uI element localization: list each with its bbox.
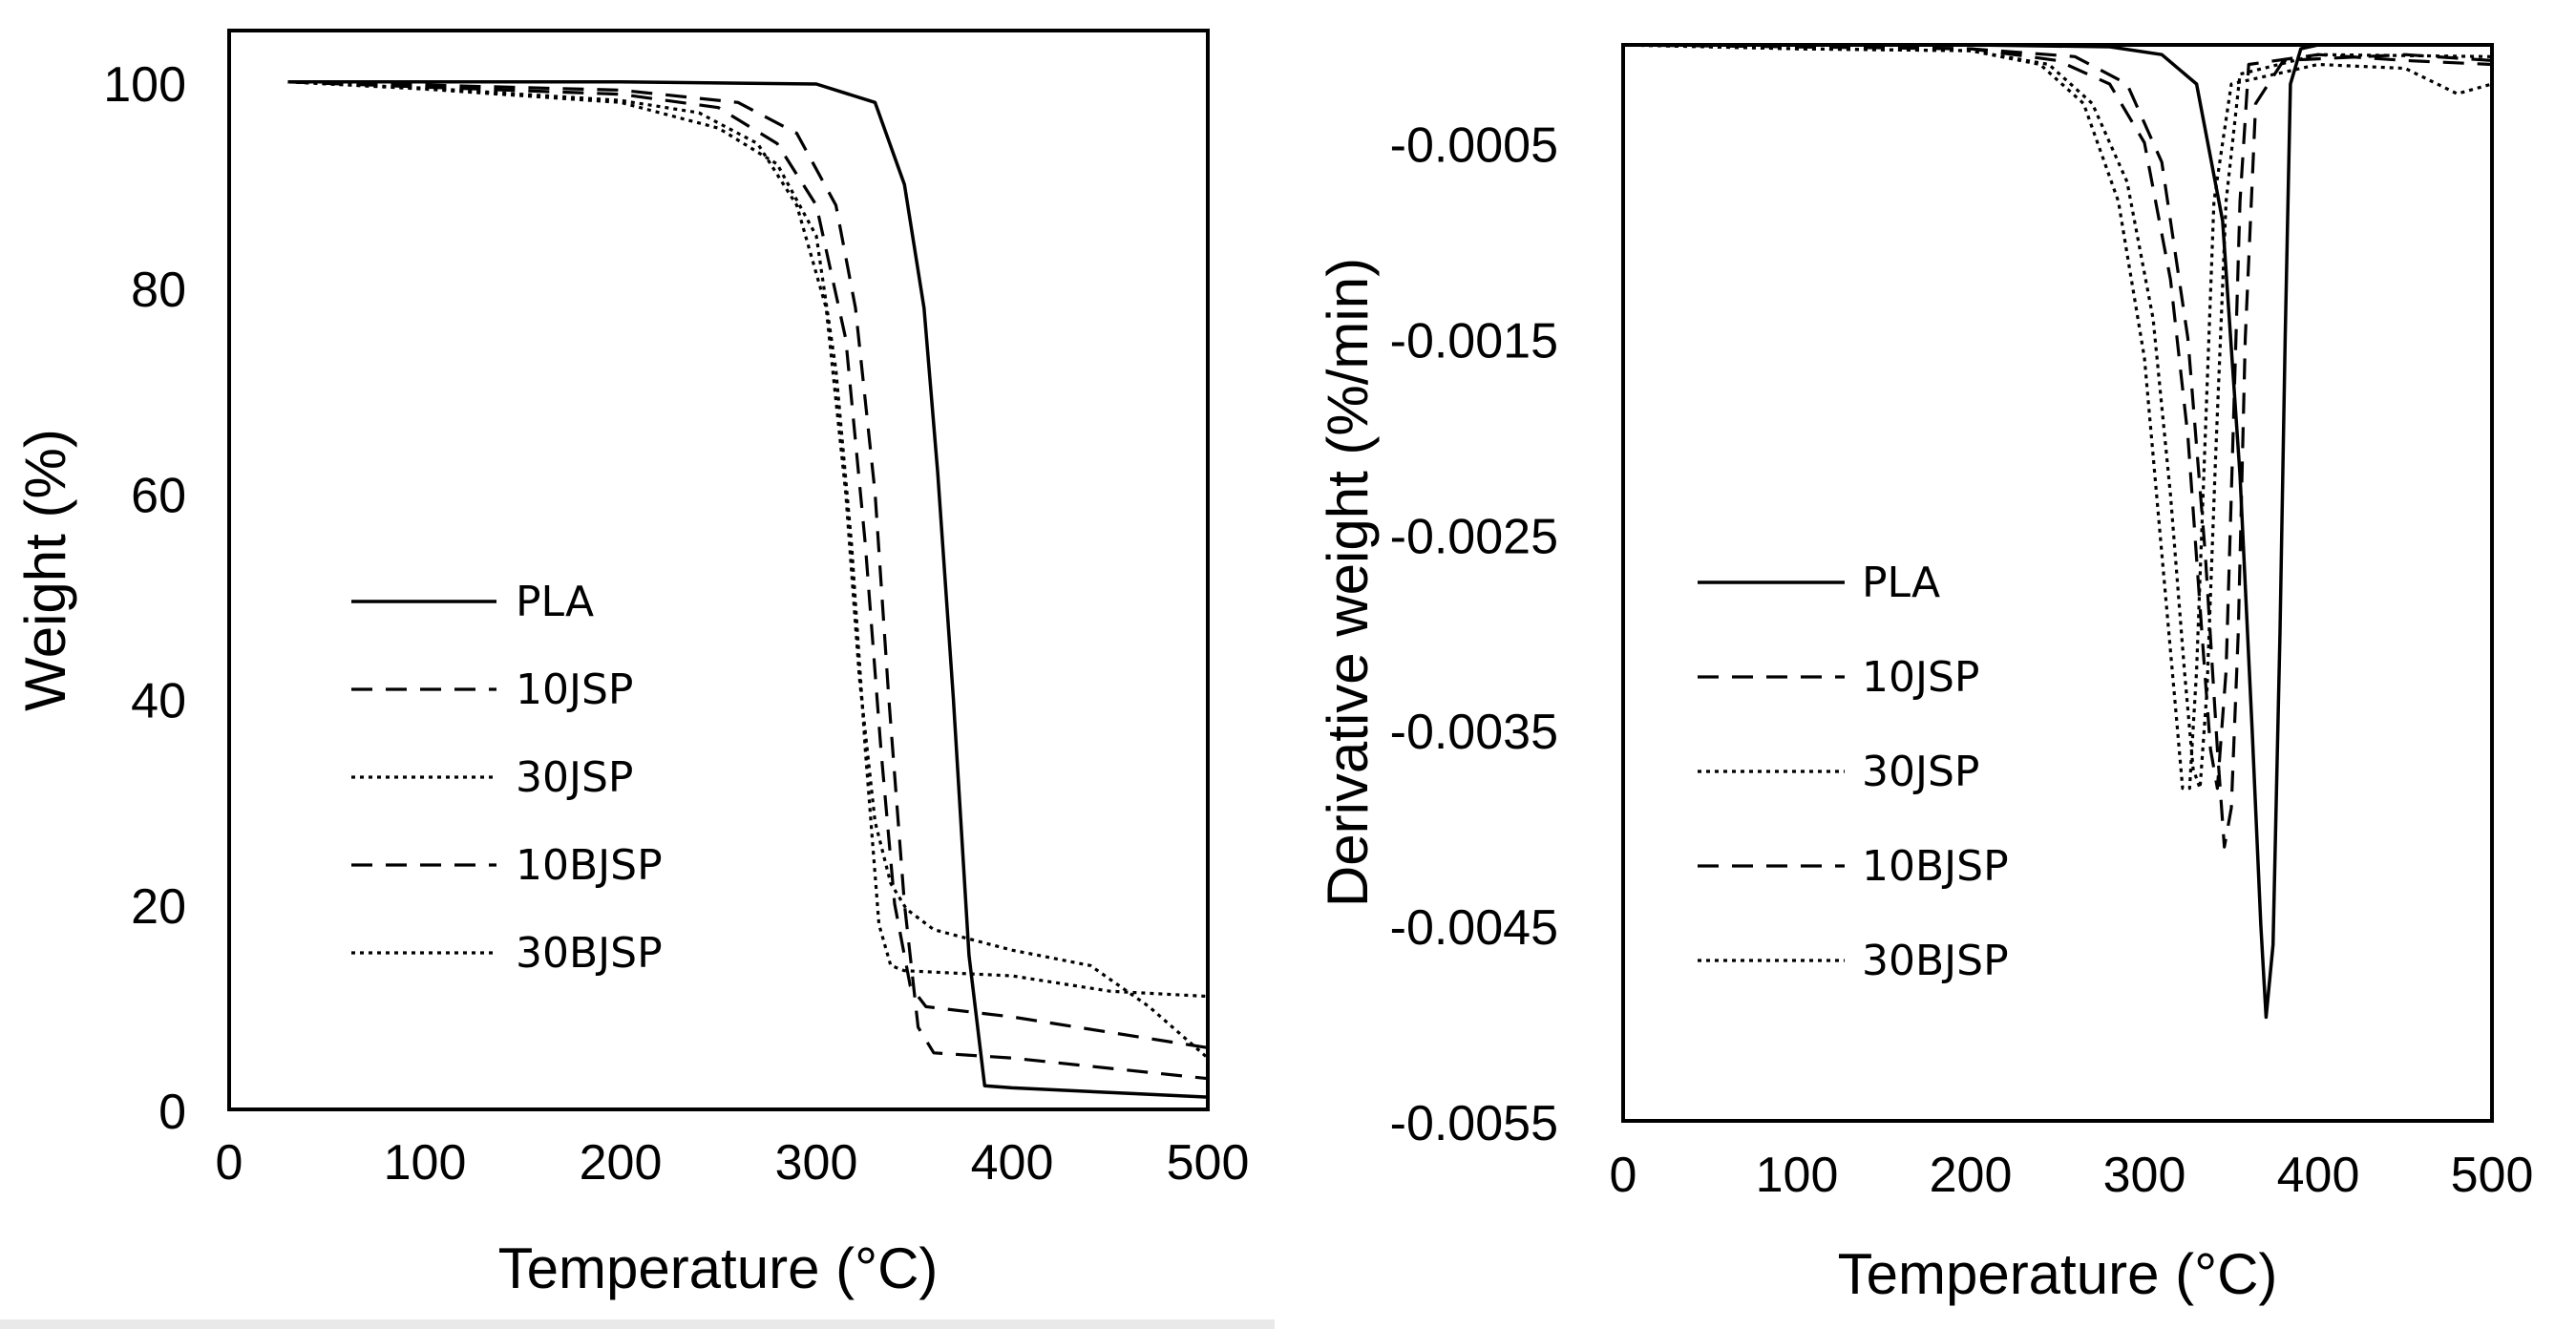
- derivative-x-tick-label: 0: [1610, 1148, 1637, 1203]
- bottom-strip: [0, 1319, 1275, 1329]
- derivative-legend-label-pla: PLA: [1862, 559, 1940, 607]
- derivative-series-30jsp: [1622, 43, 2493, 791]
- derivative-y-axis-label: Derivative weight (%/min): [1316, 258, 1380, 907]
- weight-series-30jsp: [287, 80, 1209, 999]
- derivative-y-tick-label: -0.0025: [1390, 509, 1558, 564]
- weight-x-axis-label: Temperature (°C): [498, 1236, 939, 1300]
- derivative-series-10bjsp: [1622, 43, 2493, 849]
- weight-y-tick-label: 40: [131, 674, 186, 729]
- weight-plot-frame: [227, 29, 1210, 1111]
- derivative-x-ticks: 0 100 200 300 400 500: [1610, 1148, 2534, 1203]
- derivative-x-axis-label: Temperature (°C): [1838, 1242, 2278, 1306]
- derivative-x-tick-label: 400: [2277, 1148, 2360, 1203]
- derivative-legend-label-30jsp: 30JSP: [1862, 748, 1979, 796]
- derivative-x-tick-label: 500: [2451, 1148, 2534, 1203]
- weight-y-tick-label: 80: [131, 263, 186, 318]
- weight-legend-label-pla: PLA: [516, 578, 594, 626]
- weight-series-10jsp: [287, 80, 1209, 1081]
- derivative-chart-panel: 0 100 200 300 400 500 -0.0005-0.0015-0.0025-0…: [1316, 43, 2534, 1306]
- derivative-plot-frame: [1621, 43, 2494, 1123]
- derivative-y-ticks: -0.0005 -0.0015 -0.0025 -0.0035 -0.0045 -0.00…: [1390, 118, 1558, 1152]
- derivative-x-tick-label: 100: [1756, 1148, 1839, 1203]
- weight-x-tick-label: 400: [971, 1135, 1054, 1191]
- weight-y-axis-label: Weight (%): [13, 429, 77, 711]
- derivative-series-30bjsp: [1622, 43, 2493, 791]
- derivative-y-tick-label: -0.0015: [1390, 313, 1558, 369]
- derivative-legend-label-10bjsp: 10BJSP: [1862, 842, 2009, 891]
- derivative-legend-label-10jsp: 10JSP: [1862, 653, 1979, 702]
- weight-legend: PLA 10JSP 30JSP 10BJSP 30BJSP: [351, 578, 663, 978]
- weight-y-tick-label: 0: [158, 1085, 186, 1140]
- weight-x-ticks: 0 100 200 300 400 500: [216, 1135, 1250, 1191]
- weight-y-tick-label: 60: [131, 468, 186, 523]
- weight-legend-label-30bjsp: 30BJSP: [516, 929, 663, 978]
- weight-x-tick-label: 100: [384, 1135, 467, 1191]
- derivative-y-tick-label: -0.0045: [1390, 900, 1558, 956]
- weight-y-ticks: 0 20 40 60 80 100: [103, 57, 186, 1140]
- derivative-y-tick-label: -0.0005: [1390, 118, 1558, 174]
- weight-chart-panel: 0 100 200 300 400 500 0 20 40 60 80 100 Temperatur…: [13, 29, 1250, 1300]
- weight-y-tick-label: 100: [103, 57, 186, 113]
- weight-x-tick-label: 200: [580, 1135, 663, 1191]
- weight-plot-series: [287, 80, 1210, 1099]
- weight-series-pla: [287, 80, 1209, 1099]
- weight-x-tick-label: 500: [1167, 1135, 1250, 1191]
- derivative-y-tick-label: -0.0055: [1390, 1096, 1558, 1151]
- derivative-legend: PLA 10JSP 30JSP 10BJSP 30BJSP: [1698, 559, 2009, 985]
- weight-legend-label-10bjsp: 10BJSP: [516, 841, 663, 890]
- derivative-x-tick-label: 200: [1930, 1148, 2013, 1203]
- weight-x-tick-label: 0: [216, 1135, 243, 1191]
- weight-legend-label-10jsp: 10JSP: [516, 665, 633, 714]
- weight-series-30bjsp: [287, 80, 1210, 1060]
- derivative-x-tick-label: 300: [2103, 1148, 2186, 1203]
- derivative-legend-label-30bjsp: 30BJSP: [1862, 937, 2009, 985]
- weight-series-10bjsp: [287, 80, 1209, 1049]
- weight-x-tick-label: 300: [775, 1135, 858, 1191]
- weight-y-tick-label: 20: [131, 879, 186, 935]
- derivative-y-tick-label: -0.0035: [1390, 705, 1558, 760]
- weight-legend-label-30jsp: 30JSP: [516, 753, 633, 802]
